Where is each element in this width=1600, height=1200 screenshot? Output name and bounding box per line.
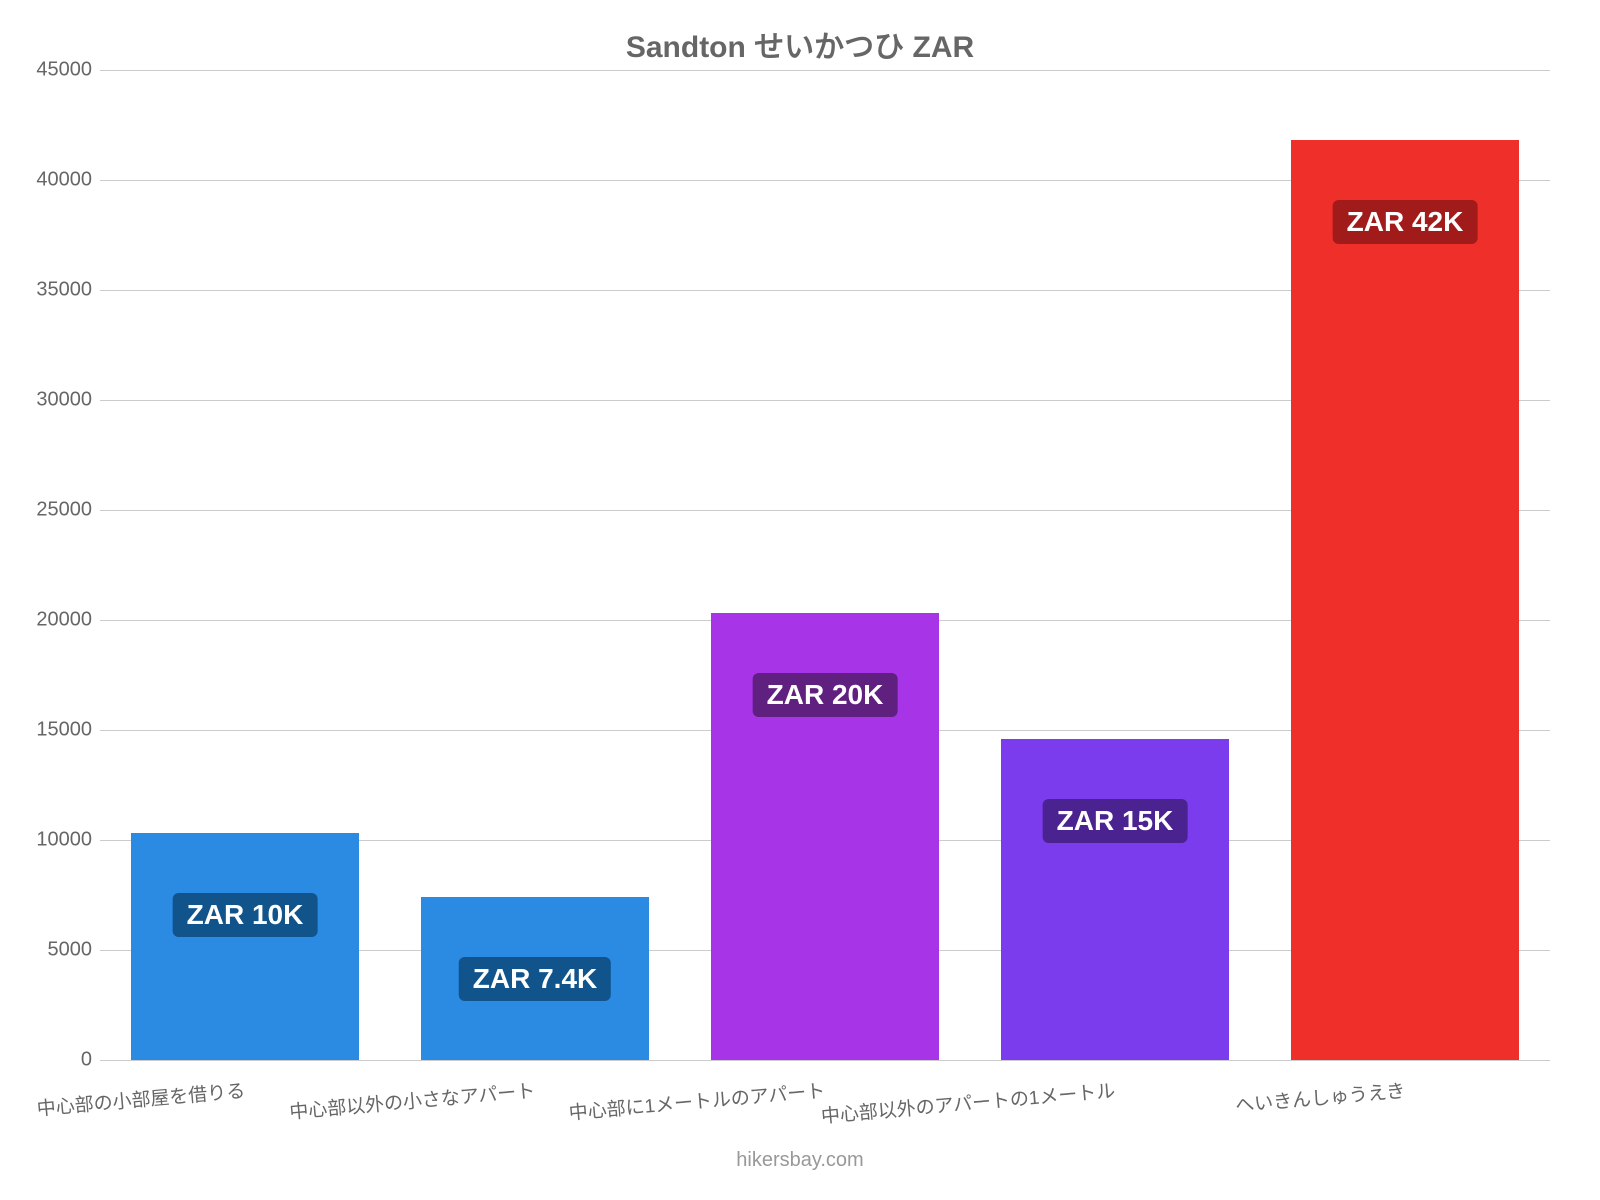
value-badge: ZAR 10K: [173, 893, 318, 937]
y-tick-label: 25000: [2, 499, 92, 522]
y-tick-label: 40000: [2, 169, 92, 192]
y-tick-label: 15000: [2, 719, 92, 742]
bar: [1001, 739, 1229, 1060]
value-badge: ZAR 15K: [1043, 799, 1188, 843]
value-badge: ZAR 7.4K: [459, 957, 611, 1001]
y-tick-label: 10000: [2, 829, 92, 852]
y-tick-label: 35000: [2, 279, 92, 302]
y-tick-label: 30000: [2, 389, 92, 412]
bar: [1291, 140, 1519, 1060]
y-tick-label: 5000: [2, 939, 92, 962]
grid-line: [100, 70, 1550, 71]
value-badge: ZAR 20K: [753, 673, 898, 717]
bar: [131, 833, 359, 1060]
chart-title: Sandton せいかつひ ZAR: [0, 22, 1600, 66]
y-tick-label: 0: [2, 1049, 92, 1072]
y-tick-label: 20000: [2, 609, 92, 632]
value-badge: ZAR 42K: [1333, 200, 1478, 244]
chart-container: Sandton せいかつひ ZAR ZAR 10K ZAR 7.4K ZAR 20K…: [0, 0, 1600, 1200]
chart-plot-area: ZAR 10K ZAR 7.4K ZAR 20K ZAR 15K ZAR 42K: [100, 70, 1550, 1061]
y-tick-label: 45000: [2, 59, 92, 82]
chart-footer: hikersbay.com: [0, 1149, 1600, 1172]
